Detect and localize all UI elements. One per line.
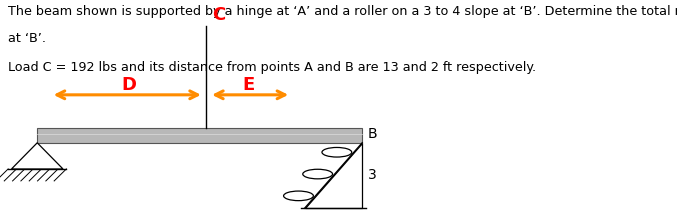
Text: Load C = 192 lbs and its distance from points A and B are 13 and 2 ft respective: Load C = 192 lbs and its distance from p… <box>8 61 536 74</box>
Text: E: E <box>242 76 255 94</box>
Text: B: B <box>368 127 377 141</box>
Text: D: D <box>121 76 136 94</box>
Polygon shape <box>305 143 362 208</box>
Text: 3: 3 <box>368 169 376 182</box>
Polygon shape <box>12 143 63 169</box>
Text: C: C <box>212 6 225 24</box>
Bar <box>37 128 362 143</box>
Text: at ‘B’.: at ‘B’. <box>8 32 46 45</box>
Text: The beam shown is supported by a hinge at ‘A’ and a roller on a 3 to 4 slope at : The beam shown is supported by a hinge a… <box>8 5 677 19</box>
